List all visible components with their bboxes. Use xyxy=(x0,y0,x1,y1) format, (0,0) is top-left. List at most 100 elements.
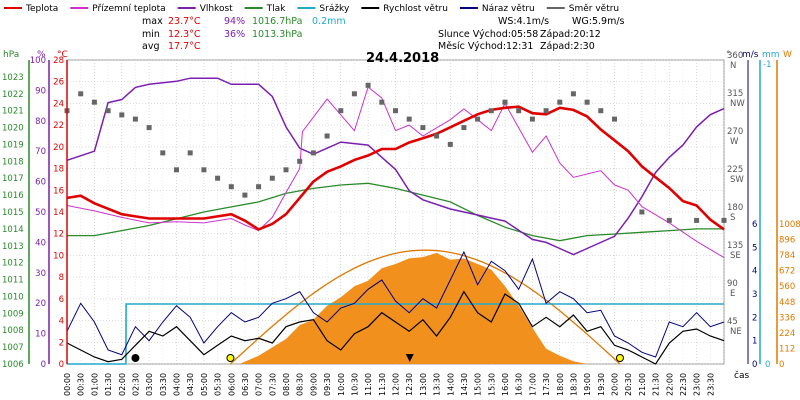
temperature-tick-label: 24 xyxy=(53,99,64,109)
wind-direction-point xyxy=(543,108,549,114)
wind-direction-point xyxy=(160,150,166,156)
moonset-text: Západ:2:30 xyxy=(540,41,595,52)
wind-direction-point xyxy=(215,175,221,181)
wind-speed-tick-label: 5 xyxy=(752,243,757,253)
wind-direction-point xyxy=(187,150,193,156)
wind-direction-point xyxy=(666,217,672,223)
stats-max-rain: 0.2mm xyxy=(312,16,346,27)
stats-min-humidity: 36% xyxy=(224,29,245,40)
wind-speed-tick-label: 2 xyxy=(752,313,757,323)
wind-direction-compass-label: E xyxy=(730,289,735,299)
wind-speed-tick-label: 4 xyxy=(752,267,757,277)
temperature-tick-label: 12 xyxy=(53,230,64,240)
temperature-tick-label: 20 xyxy=(53,143,64,153)
solar-tick-label: 896 xyxy=(779,236,795,246)
humidity-tick-label: 80 xyxy=(35,117,46,127)
time-tick-label: 13:30 xyxy=(433,373,442,396)
sunset-marker xyxy=(615,354,624,362)
time-tick-label: 04:30 xyxy=(186,373,195,396)
wind-direction-tick-label: 225 xyxy=(727,165,743,175)
humidity-tick-label: 100 xyxy=(30,56,46,66)
legend-label: Srážky xyxy=(319,4,350,14)
legend-label: Náraz větru xyxy=(482,4,535,14)
stats-panel: max 23.7°C 94% 1016.7hPa 0.2mm min 12.3°… xyxy=(142,16,346,52)
wind-direction-point xyxy=(132,116,138,122)
pressure-tick-label: 1023 xyxy=(2,73,24,83)
temperature-tick-label: 2 xyxy=(59,338,64,348)
time-tick-label: 12:00 xyxy=(392,373,401,396)
time-tick-label: 23:00 xyxy=(693,373,702,396)
time-tick-label: 03:30 xyxy=(159,373,168,396)
pressure-tick-label: 1022 xyxy=(2,90,24,100)
time-tick-label: 10:00 xyxy=(337,373,346,396)
pressure-tick-label: 1009 xyxy=(2,309,24,319)
wind-direction-point xyxy=(201,167,207,173)
wind-direction-point xyxy=(242,192,248,198)
wind-direction-point xyxy=(393,108,398,114)
legend-label: Směr větru xyxy=(569,4,619,14)
wind-direction-point xyxy=(78,91,84,97)
solar-tick-label: 224 xyxy=(779,329,795,339)
humidity-tick-label: 20 xyxy=(35,299,46,309)
wind-direction-point xyxy=(694,217,700,223)
wind-direction-compass-label: W xyxy=(730,137,739,147)
solar-envelope-line xyxy=(229,249,621,365)
rain-line xyxy=(67,303,724,365)
time-tick-label: 16:00 xyxy=(501,373,510,396)
wind-direction-point xyxy=(406,116,412,122)
stats-max-label: max xyxy=(142,16,163,27)
unit-degc: °C xyxy=(57,50,68,60)
time-tick-label: 14:30 xyxy=(460,373,469,396)
time-tick-label: 05:00 xyxy=(200,373,209,396)
wind-speed-tick-label: 0 xyxy=(752,360,757,370)
wind-direction-tick-label: 360 xyxy=(727,51,743,61)
wind-direction-point xyxy=(488,108,494,114)
wind-direction-point xyxy=(639,209,645,215)
time-tick-label: 08:30 xyxy=(296,373,305,396)
time-tick-label: 10:30 xyxy=(350,373,359,396)
wind-direction-point xyxy=(570,91,576,97)
pressure-tick-label: 1020 xyxy=(2,124,24,134)
unit-ms: m/s xyxy=(742,50,759,60)
time-tick-label: 15:30 xyxy=(487,373,496,396)
wind-direction-point xyxy=(351,91,357,97)
stats-max-temp: 23.7°C xyxy=(168,16,201,27)
time-tick-label: 16:30 xyxy=(515,373,524,396)
wind-direction-point xyxy=(475,116,481,122)
temperature-tick-label: 8 xyxy=(59,273,64,283)
time-tick-label: 13:00 xyxy=(419,373,428,396)
temperature-line xyxy=(66,105,725,231)
humidity-tick-label: 0 xyxy=(41,360,46,370)
wind-direction-point xyxy=(529,116,535,122)
wind-direction-point xyxy=(379,99,385,105)
stats-avg-temp: 17.7°C xyxy=(168,41,201,52)
wind-direction-compass-label: SE xyxy=(730,251,741,261)
time-tick-label: 23:30 xyxy=(706,373,715,396)
legend-label: Teplota xyxy=(25,4,58,14)
time-tick-label: 22:30 xyxy=(679,373,688,396)
time-tick-label: 02:30 xyxy=(131,373,140,396)
stats-min-label: min xyxy=(142,29,160,40)
time-tick-label: 07:30 xyxy=(268,373,277,396)
time-tick-label: 19:00 xyxy=(583,373,592,396)
solar-tick-label: 0 xyxy=(779,360,784,370)
solar-tick-label: 672 xyxy=(779,267,795,277)
sun-moon-panel: WS:4.1m/s WG:5.9m/s Slunce Východ:05:58 … xyxy=(438,16,625,52)
time-tick-label: 06:00 xyxy=(227,373,236,396)
sunset-text: Západ:20:12 xyxy=(540,29,601,40)
pressure-tick-label: 1017 xyxy=(2,174,24,184)
wind-direction-compass-label: NW xyxy=(730,99,745,109)
pressure-tick-label: 1007 xyxy=(2,343,24,353)
moonrise-marker xyxy=(405,354,414,362)
wind-direction-point xyxy=(338,108,344,114)
solar-tick-label: 1008 xyxy=(779,220,800,230)
time-tick-label: 17:30 xyxy=(542,373,551,396)
wind-direction-point xyxy=(447,141,453,147)
series-lines xyxy=(64,77,727,365)
time-tick-label: 15:00 xyxy=(474,373,483,396)
wind-direction-compass-label: SW xyxy=(730,175,744,185)
time-tick-label: 05:30 xyxy=(214,373,223,396)
wind-direction-tick-label: 135 xyxy=(727,241,743,251)
stats-max-humidity: 94% xyxy=(224,16,245,27)
stats-max-pressure: 1016.7hPa xyxy=(252,16,302,27)
